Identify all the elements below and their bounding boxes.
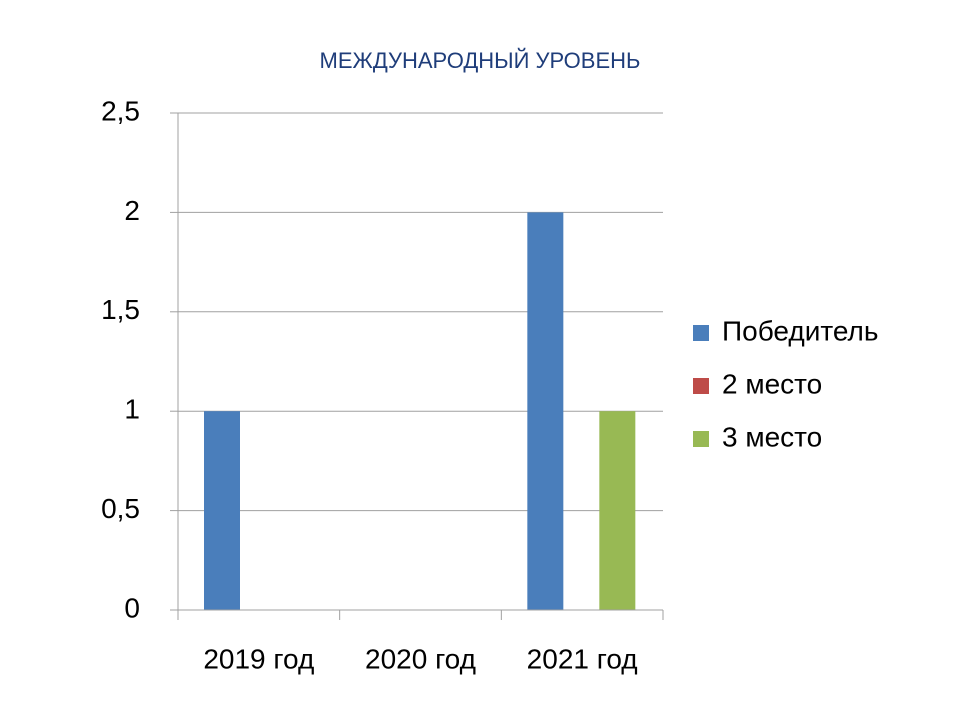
x-tick-label: 2021 год	[527, 643, 638, 674]
legend-swatch	[693, 325, 709, 341]
x-tick-label: 2020 год	[365, 643, 476, 674]
y-tick-label: 2,5	[101, 95, 140, 126]
y-tick-label: 0,5	[101, 493, 140, 524]
y-tick-label: 1	[124, 394, 140, 425]
legend-label: 2 место	[722, 368, 822, 399]
bar	[204, 411, 240, 610]
chart-title: МЕЖДУНАРОДНЫЙ УРОВЕНЬ	[320, 48, 641, 73]
y-tick-label: 0	[124, 592, 140, 623]
bar	[527, 212, 564, 610]
legend-label: 3 место	[722, 421, 822, 452]
legend-swatch	[693, 431, 709, 447]
bar	[599, 411, 636, 610]
y-tick-label: 1,5	[101, 294, 140, 325]
legend-swatch	[693, 378, 709, 394]
y-tick-label: 2	[124, 195, 140, 226]
legend-label: Победитель	[722, 315, 878, 346]
x-tick-label: 2019 год	[203, 643, 314, 674]
